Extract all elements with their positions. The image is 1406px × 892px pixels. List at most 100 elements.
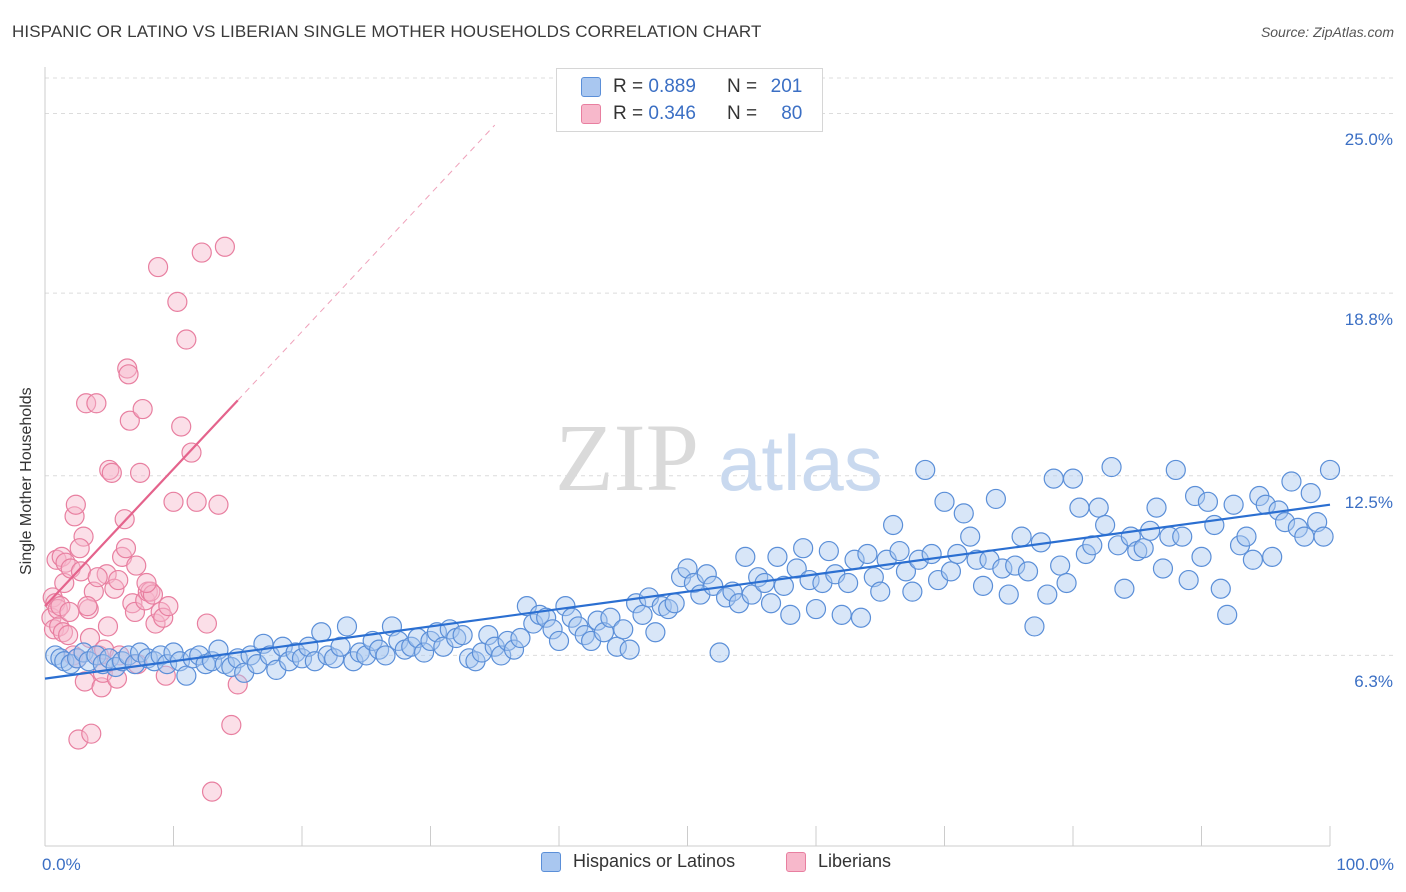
liberian-point	[58, 625, 79, 646]
liberian-point	[68, 729, 89, 750]
hispanic-point	[619, 639, 640, 660]
liberian-point	[191, 242, 212, 263]
hispanic-point	[375, 645, 396, 666]
liberian-point	[124, 601, 146, 623]
hispanic-point	[1274, 512, 1296, 533]
hispanic-point	[889, 540, 910, 562]
liberian-point	[59, 601, 80, 623]
liberian-point	[119, 410, 140, 431]
liberian-point	[99, 459, 120, 481]
legend-row-hispanics: R = 0.889 N = 201	[581, 75, 802, 99]
liberian-point	[65, 494, 86, 515]
y-tick-label: 12.5%	[1344, 492, 1393, 512]
hispanic-point	[1050, 555, 1071, 576]
liberian-point	[129, 462, 151, 483]
hispanic-point	[1056, 572, 1077, 594]
hispanic-point	[773, 575, 794, 596]
hispanic-point	[882, 514, 904, 536]
hispanic-point	[336, 616, 358, 637]
hispanic-point	[1178, 569, 1199, 591]
hispanic-point	[542, 619, 563, 640]
hispanic-point	[850, 607, 872, 628]
hispanic-point	[1165, 459, 1186, 481]
hispanic-point	[1011, 526, 1032, 547]
grid-lines	[45, 77, 1395, 656]
hispanics-points	[45, 456, 1341, 686]
liberian-point	[147, 256, 169, 278]
hispanic-point	[985, 488, 1007, 510]
liberian-point	[87, 567, 108, 588]
hispanic-point	[471, 642, 492, 663]
y-axis-label: Single Mother Households	[18, 387, 35, 575]
liberian-point	[208, 494, 229, 515]
hispanic-point	[767, 546, 788, 567]
hispanic-point	[760, 593, 782, 614]
source-label: Source: ZipAtlas.com	[1260, 24, 1394, 40]
watermark-atlas: atlas	[718, 419, 883, 507]
y-tick-label: 6.3%	[1354, 672, 1393, 692]
correlation-legend: R = 0.889 N = 201 R = 0.346 N = 80	[556, 68, 823, 132]
hispanic-point	[92, 654, 113, 675]
hispanic-point	[934, 491, 955, 512]
liberian-point	[118, 364, 139, 385]
hispanic-point	[548, 630, 570, 652]
hispanic-point	[870, 581, 891, 602]
hispanic-point	[478, 625, 499, 646]
hispanic-point	[998, 584, 1019, 605]
hispanic-point	[960, 526, 981, 547]
hispanic-point	[915, 459, 936, 481]
bottom-legend-label: Hispanics or Latinos	[573, 851, 736, 871]
legend-r-value: 0.346	[648, 103, 696, 124]
hispanic-point	[613, 619, 634, 640]
chart-title: HISPANIC OR LATINO VS LIBERIAN SINGLE MO…	[12, 22, 762, 41]
liberian-point	[69, 538, 90, 559]
liberian-point	[176, 329, 197, 350]
liberian-point	[47, 598, 68, 620]
hispanic-point	[413, 642, 435, 663]
hispanic-point	[1146, 497, 1167, 518]
liberian-point	[97, 616, 119, 637]
hispanic-point	[831, 604, 852, 625]
watermark: ZIP atlas	[555, 404, 883, 511]
hispanic-point	[780, 604, 801, 625]
hispanic-point	[176, 665, 197, 686]
liberian-point	[115, 538, 137, 559]
liberian-point	[73, 526, 94, 547]
liberian-point	[91, 677, 112, 698]
hispanic-point	[902, 581, 923, 602]
hispanic-point	[1037, 584, 1058, 605]
hispanic-point	[111, 651, 133, 672]
hispanic-point	[510, 627, 531, 649]
hispanic-point	[1242, 549, 1264, 570]
hispanic-point	[709, 642, 730, 663]
hispanic-point	[696, 564, 717, 585]
hispanic-point	[1172, 526, 1193, 547]
liberian-point	[153, 607, 174, 628]
liberian-point	[101, 462, 122, 483]
hispanic-point	[330, 636, 351, 657]
hispanic-point	[1300, 483, 1321, 504]
liberian-point	[227, 674, 248, 695]
hispanic-point	[793, 538, 814, 559]
liberians-points	[41, 236, 248, 802]
liberian-point	[214, 236, 235, 257]
legend-r-value: 0.889	[648, 76, 696, 97]
hispanic-point	[921, 543, 942, 565]
hispanic-point	[600, 607, 621, 628]
liberian-trend-extension	[237, 124, 496, 401]
liberian-point	[171, 416, 192, 437]
liberian-point	[167, 291, 188, 312]
hispanic-point	[1133, 538, 1154, 559]
hispanic-point	[972, 575, 994, 596]
hispanic-point	[1281, 471, 1302, 492]
hispanic-point	[1017, 561, 1039, 582]
hispanic-point	[1152, 558, 1174, 579]
hispanic-point	[715, 587, 737, 608]
hispanic-point	[857, 543, 878, 565]
bottom-legend-hispanics: Hispanics or Latinos	[541, 851, 735, 872]
hispanic-trend-line	[44, 503, 1331, 680]
hispanic-point	[50, 648, 71, 669]
legend-n-value: 201	[770, 76, 803, 97]
liberian-point	[132, 398, 153, 420]
hispanic-point	[658, 598, 679, 620]
